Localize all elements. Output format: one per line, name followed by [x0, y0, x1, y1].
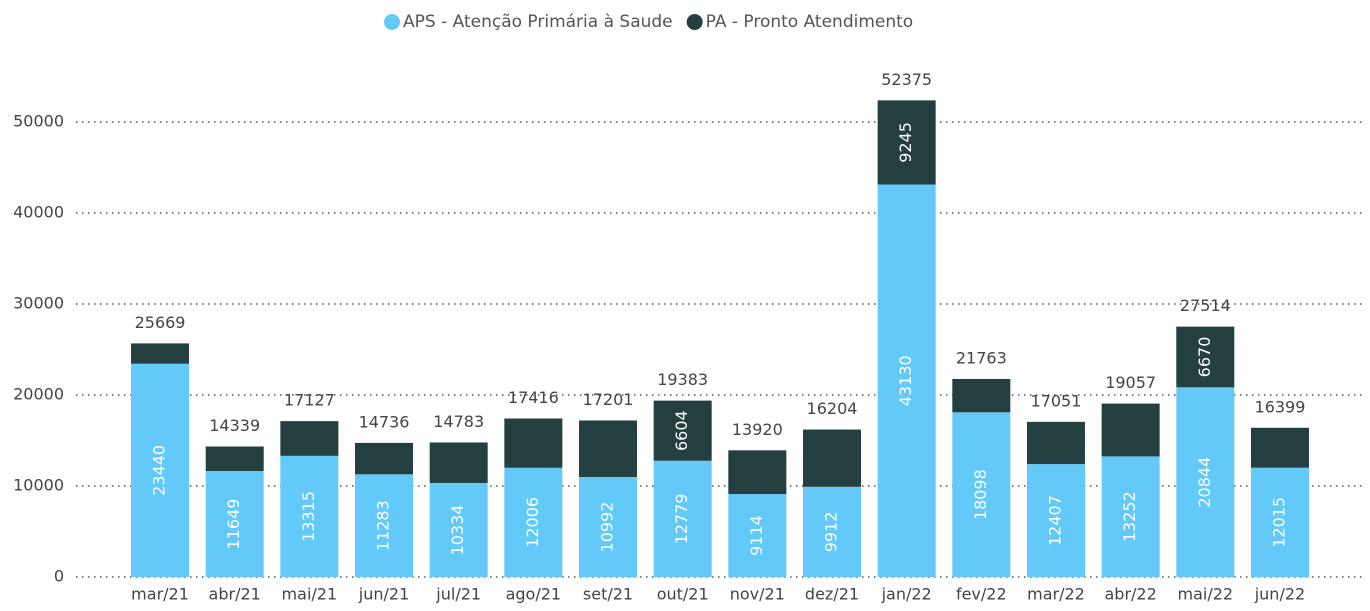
value-label: 43130 — [896, 355, 915, 406]
value-label: 12015 — [1269, 497, 1288, 548]
bar-segment — [131, 343, 190, 364]
bar-segment — [802, 429, 861, 487]
x-tick-label: mai/22 — [1178, 585, 1234, 604]
y-tick-label: 50000 — [13, 112, 64, 131]
bar-segment — [1101, 456, 1160, 577]
total-label: 16204 — [807, 399, 858, 418]
bar-segment — [1026, 421, 1085, 465]
legend-marker — [686, 14, 703, 30]
value-label: 12779 — [672, 493, 691, 544]
total-label: 17051 — [1031, 391, 1082, 410]
bar-segment — [1250, 467, 1309, 577]
value-label: 13252 — [1120, 491, 1139, 542]
legend-label: PA - Pronto Atendimento — [706, 12, 914, 32]
value-label: 6670 — [1195, 337, 1214, 378]
x-tick-label: mar/22 — [1027, 585, 1085, 604]
y-tick-label: 0 — [54, 567, 64, 586]
total-label: 17416 — [508, 388, 559, 407]
x-tick-label: jan/22 — [881, 585, 932, 604]
value-label: 9245 — [896, 122, 915, 163]
bar-segment — [1026, 464, 1085, 577]
total-label: 14339 — [209, 416, 260, 435]
total-label: 27514 — [1180, 296, 1231, 315]
total-label: 16399 — [1255, 397, 1306, 416]
value-label: 9912 — [821, 512, 840, 553]
bar-segment — [1176, 387, 1235, 577]
bar-segment — [205, 446, 264, 471]
bar-segment — [429, 442, 488, 483]
bar-segment — [877, 184, 936, 577]
legend-label: APS - Atenção Primária à Saude — [403, 12, 673, 32]
x-tick-label: out/21 — [657, 585, 709, 604]
bar-segment — [131, 363, 190, 577]
value-label: 13315 — [299, 491, 318, 542]
x-tick-label: jun/21 — [358, 585, 409, 604]
x-tick-label: ago/21 — [506, 585, 562, 604]
value-label: 9114 — [747, 515, 766, 556]
value-label: 18098 — [971, 469, 990, 520]
total-label: 17201 — [583, 390, 634, 409]
bar-segment — [952, 378, 1011, 413]
bar-segment — [653, 460, 712, 577]
total-label: 14736 — [359, 412, 410, 431]
x-tick-label: jun/22 — [1254, 585, 1305, 604]
total-label: 19383 — [657, 370, 708, 389]
total-label: 17127 — [284, 391, 335, 410]
value-label: 10334 — [448, 505, 467, 556]
bar-segment — [728, 450, 787, 495]
x-tick-label: abr/21 — [209, 585, 261, 604]
value-label: 11283 — [374, 500, 393, 551]
total-label: 14783 — [433, 412, 484, 431]
bar-segment — [952, 412, 1011, 577]
y-tick-label: 30000 — [13, 294, 64, 313]
bar-segment — [1250, 427, 1309, 468]
bar-segment — [728, 494, 787, 577]
x-tick-label: jul/21 — [435, 585, 481, 604]
bar-segment — [504, 467, 563, 577]
bar-segment — [1101, 403, 1160, 457]
bar-segment — [280, 455, 339, 577]
value-label: 11649 — [224, 499, 243, 550]
value-label: 10992 — [598, 502, 617, 553]
total-label: 25669 — [135, 313, 186, 332]
x-tick-label: abr/22 — [1104, 585, 1156, 604]
bar-segment — [504, 418, 563, 468]
total-label: 19057 — [1105, 373, 1156, 392]
y-tick-label: 20000 — [13, 385, 64, 404]
bar-segment — [429, 482, 488, 577]
bar-segment — [280, 421, 339, 456]
x-tick-label: fev/22 — [956, 585, 1007, 604]
bar-segment — [355, 442, 414, 475]
value-label: 20844 — [1195, 457, 1214, 508]
value-label: 23440 — [150, 445, 169, 496]
x-tick-label: mai/21 — [282, 585, 338, 604]
value-label: 12407 — [1045, 495, 1064, 546]
bar-segment — [877, 100, 936, 185]
total-label: 52375 — [881, 70, 932, 89]
bar-segment — [802, 486, 861, 577]
bar-segment — [653, 400, 712, 461]
y-tick-label: 10000 — [13, 476, 64, 495]
bar-segment — [579, 420, 638, 477]
bar-segment — [205, 470, 264, 577]
bar-segment — [355, 474, 414, 577]
x-tick-label: mar/21 — [131, 585, 189, 604]
total-label: 13920 — [732, 420, 783, 439]
bar-segment — [579, 476, 638, 577]
value-label: 6604 — [672, 410, 691, 451]
x-tick-label: set/21 — [583, 585, 633, 604]
y-tick-label: 40000 — [13, 203, 64, 222]
legend-marker — [384, 14, 400, 30]
value-label: 12006 — [523, 497, 542, 548]
x-tick-label: dez/21 — [805, 585, 859, 604]
x-tick-label: nov/21 — [730, 585, 785, 604]
bar-segment — [1176, 326, 1235, 388]
total-label: 21763 — [956, 348, 1007, 367]
